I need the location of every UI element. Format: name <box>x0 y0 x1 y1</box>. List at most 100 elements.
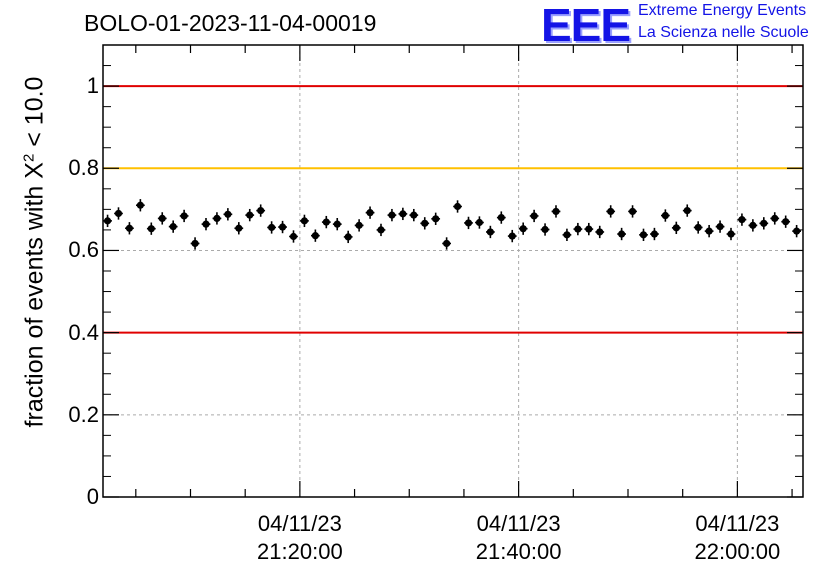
point-marker <box>519 225 527 233</box>
point-marker <box>760 219 768 227</box>
point-marker <box>333 220 341 228</box>
data-point <box>289 230 298 243</box>
point-marker <box>421 219 429 227</box>
y-axis-label-pre: fraction of events with X <box>20 162 49 428</box>
data-point <box>759 217 769 230</box>
point-marker <box>486 228 494 236</box>
data-point <box>365 206 375 219</box>
x-tick-date: 04/11/23 <box>257 511 342 536</box>
data-point <box>212 212 222 225</box>
data-point <box>278 220 287 234</box>
plot-frame <box>102 44 804 498</box>
logo-text-line1: Extreme Energy Events <box>638 2 807 19</box>
data-point <box>792 224 801 238</box>
data-point <box>606 205 616 218</box>
data-point <box>704 224 714 238</box>
data-point <box>376 223 386 237</box>
point-marker <box>650 230 659 238</box>
x-tick-label: 04/11/23 21:40:00 <box>476 510 562 566</box>
data-point <box>595 225 605 239</box>
point-marker <box>278 223 287 231</box>
data-point <box>398 207 408 221</box>
point-marker <box>661 211 669 220</box>
data-point <box>103 214 112 228</box>
data-point <box>584 222 594 236</box>
point-marker <box>618 230 626 238</box>
point-marker <box>224 210 232 218</box>
point-marker <box>475 218 484 227</box>
point-marker <box>771 214 779 223</box>
x-tick-time: 21:20:00 <box>257 539 343 564</box>
data-point <box>726 227 736 241</box>
data-point <box>354 219 364 232</box>
point-marker <box>410 211 418 219</box>
data-point <box>300 214 309 228</box>
point-marker <box>585 225 593 233</box>
point-marker <box>782 218 790 226</box>
y-tick-label: 0 <box>86 484 99 509</box>
data-point <box>628 205 637 218</box>
point-marker <box>103 217 112 225</box>
point-marker <box>443 239 451 248</box>
data-point <box>409 208 419 222</box>
point-marker <box>607 207 615 216</box>
point-marker <box>180 212 188 220</box>
data-point <box>639 228 648 242</box>
point-marker <box>672 224 680 232</box>
data-point <box>157 212 167 225</box>
chart-title: BOLO-01-2023-11-04-00019 <box>84 10 377 36</box>
point-marker <box>497 213 505 222</box>
data-point <box>671 221 681 235</box>
data-point <box>485 225 495 239</box>
y-axis-label-sup: 2 <box>20 153 38 163</box>
grid-lines <box>103 45 803 497</box>
point-marker <box>432 215 440 223</box>
point-marker <box>596 228 604 236</box>
data-point <box>267 221 276 234</box>
point-marker <box>749 221 757 229</box>
data-point <box>737 213 747 226</box>
point-marker <box>563 231 571 239</box>
data-points <box>103 199 801 250</box>
data-point <box>551 205 561 218</box>
x-tick-label: 04/11/23 22:00:00 <box>695 510 781 566</box>
point-marker <box>366 209 374 217</box>
data-point <box>660 209 670 222</box>
data-point <box>540 223 550 236</box>
y-tick-label: 0.2 <box>68 401 99 427</box>
data-point <box>693 221 703 234</box>
data-point <box>420 217 430 230</box>
data-point <box>442 237 451 250</box>
point-marker <box>552 207 560 216</box>
point-marker <box>289 232 298 241</box>
y-axis-label-post: < 10.0 <box>20 76 49 154</box>
point-marker <box>793 227 801 235</box>
point-marker <box>158 214 166 223</box>
data-point <box>573 222 583 236</box>
point-marker <box>705 227 713 235</box>
data-point <box>431 212 441 225</box>
point-marker <box>136 201 144 209</box>
data-point <box>190 237 200 250</box>
point-marker <box>322 218 330 226</box>
logo-text-line2: La Scienza nelle Scuole <box>638 24 809 41</box>
x-tick-time: 22:00:00 <box>694 539 781 564</box>
data-point <box>201 217 211 231</box>
x-tick-date: 04/11/23 <box>695 511 780 536</box>
data-point <box>135 199 145 212</box>
data-point <box>321 215 331 229</box>
x-tick-date: 04/11/23 <box>476 511 561 536</box>
point-marker <box>453 202 462 211</box>
data-point <box>562 228 572 242</box>
y-tick-label: 0.4 <box>68 319 99 345</box>
point-marker <box>257 206 265 215</box>
data-point <box>464 216 473 230</box>
point-marker <box>399 210 407 218</box>
data-point <box>496 211 506 224</box>
point-marker <box>268 223 276 232</box>
data-point <box>168 220 178 233</box>
point-marker <box>683 206 691 215</box>
axis-ticks <box>103 44 803 498</box>
data-point <box>256 204 266 217</box>
point-marker <box>716 223 724 231</box>
